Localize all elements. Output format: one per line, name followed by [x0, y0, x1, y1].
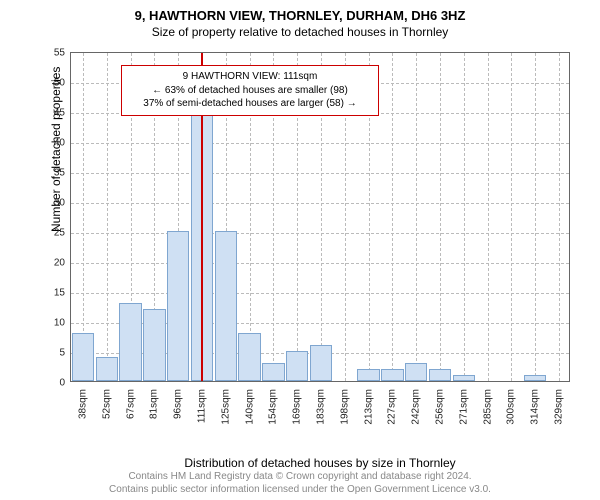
gridline-v — [488, 53, 489, 381]
histogram-bar — [238, 333, 260, 381]
x-tick-label: 183sqm — [316, 389, 327, 425]
x-tick-label: 256sqm — [435, 389, 446, 425]
x-tick-label: 169sqm — [292, 389, 303, 425]
histogram-bar — [286, 351, 308, 381]
gridline-h — [71, 143, 569, 144]
histogram-bar — [119, 303, 141, 381]
gridline-h — [71, 263, 569, 264]
x-tick-label: 285sqm — [482, 389, 493, 425]
y-tick-label: 55 — [41, 48, 65, 59]
histogram-bar — [357, 369, 379, 381]
x-tick-label: 81sqm — [149, 389, 160, 419]
chart-title-line1: 9, HAWTHORN VIEW, THORNLEY, DURHAM, DH6 … — [0, 0, 600, 23]
y-tick-label: 50 — [41, 78, 65, 89]
y-tick-label: 30 — [41, 198, 65, 209]
gridline-h — [71, 173, 569, 174]
x-tick-label: 38sqm — [77, 389, 88, 419]
histogram-bar — [381, 369, 403, 381]
histogram-bar — [453, 375, 475, 381]
histogram-bar — [524, 375, 546, 381]
x-tick-label: 242sqm — [411, 389, 422, 425]
x-tick-label: 140sqm — [244, 389, 255, 425]
x-axis-label: Distribution of detached houses by size … — [70, 456, 570, 470]
x-tick-label: 96sqm — [173, 389, 184, 419]
histogram-bar — [167, 231, 189, 381]
gridline-v — [559, 53, 560, 381]
histogram-bar — [143, 309, 165, 381]
x-tick-label: 213sqm — [363, 389, 374, 425]
gridline-v — [416, 53, 417, 381]
histogram-bar — [262, 363, 284, 381]
x-tick-label: 300sqm — [506, 389, 517, 425]
attribution-line1: Contains HM Land Registry data © Crown c… — [128, 471, 471, 482]
y-tick-label: 15 — [41, 288, 65, 299]
x-tick-label: 198sqm — [339, 389, 350, 425]
x-tick-label: 154sqm — [268, 389, 279, 425]
histogram-bar — [405, 363, 427, 381]
attribution: Contains HM Land Registry data © Crown c… — [0, 470, 600, 496]
x-tick-label: 227sqm — [387, 389, 398, 425]
histogram-bar — [96, 357, 118, 381]
gridline-h — [71, 203, 569, 204]
y-tick-label: 35 — [41, 168, 65, 179]
chart-wrap: Number of detached properties 0510152025… — [50, 52, 570, 412]
attribution-line2: Contains public sector information licen… — [109, 484, 491, 495]
x-tick-label: 67sqm — [125, 389, 136, 419]
gridline-v — [83, 53, 84, 381]
gridline-v — [464, 53, 465, 381]
x-tick-label: 125sqm — [220, 389, 231, 425]
plot-area: 051015202530354045505538sqm52sqm67sqm81s… — [70, 52, 570, 382]
y-tick-label: 40 — [41, 138, 65, 149]
x-tick-label: 329sqm — [554, 389, 565, 425]
y-tick-label: 10 — [41, 318, 65, 329]
annotation-box: 9 HAWTHORN VIEW: 111sqm ← 63% of detache… — [121, 65, 379, 116]
gridline-v — [440, 53, 441, 381]
y-tick-label: 45 — [41, 108, 65, 119]
gridline-h — [71, 233, 569, 234]
histogram-bar — [310, 345, 332, 381]
x-tick-label: 314sqm — [530, 389, 541, 425]
gridline-h — [71, 293, 569, 294]
y-tick-label: 20 — [41, 258, 65, 269]
chart-container: 9, HAWTHORN VIEW, THORNLEY, DURHAM, DH6 … — [0, 0, 600, 500]
y-tick-label: 5 — [41, 348, 65, 359]
gridline-v — [535, 53, 536, 381]
annotation-line3: 37% of semi-detached houses are larger (… — [128, 97, 372, 111]
x-tick-label: 111sqm — [196, 389, 207, 423]
histogram-bar — [429, 369, 451, 381]
chart-title-line2: Size of property relative to detached ho… — [0, 23, 600, 39]
histogram-bar — [215, 231, 237, 381]
x-tick-label: 52sqm — [101, 389, 112, 419]
y-tick-label: 0 — [41, 378, 65, 389]
gridline-v — [511, 53, 512, 381]
gridline-v — [392, 53, 393, 381]
histogram-bar — [72, 333, 94, 381]
gridline-v — [107, 53, 108, 381]
annotation-line1: 9 HAWTHORN VIEW: 111sqm — [128, 70, 372, 84]
annotation-line2: ← 63% of detached houses are smaller (98… — [128, 84, 372, 98]
y-tick-label: 25 — [41, 228, 65, 239]
x-tick-label: 271sqm — [458, 389, 469, 425]
